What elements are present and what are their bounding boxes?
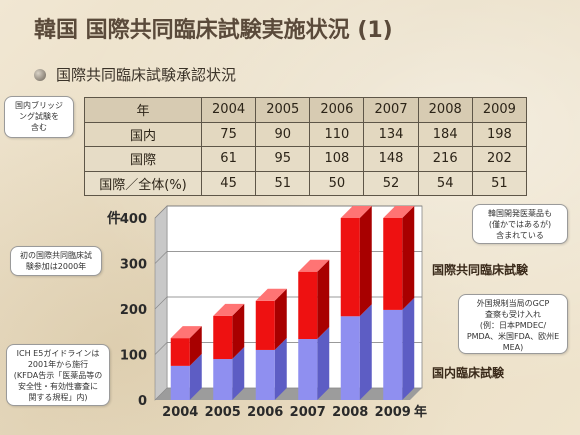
table-cell: 148 <box>363 146 419 172</box>
table-cell: 75 <box>200 121 257 147</box>
bar-top <box>298 259 330 272</box>
table-row-international: 国際 61 95 108 148 216 202 <box>84 146 528 172</box>
table-year-cell: 2004 <box>200 97 257 123</box>
bar-international <box>213 315 233 360</box>
gridline-diag <box>154 251 168 264</box>
bar-side <box>317 259 330 340</box>
approval-table: 年 2004 2005 2006 2007 2008 2009 国内 75 90… <box>84 97 528 196</box>
bar-international <box>298 271 318 340</box>
bar-top <box>383 206 415 218</box>
bar-side <box>232 303 245 360</box>
bar-domestic <box>340 316 360 400</box>
table-header-row: 年 2004 2005 2006 2007 2008 2009 <box>84 97 528 123</box>
x-axis-label: 年 <box>414 404 427 420</box>
table-year-cell: 2007 <box>363 97 419 123</box>
bar-top <box>213 303 245 316</box>
bar-international <box>170 338 190 366</box>
table-cell: 61 <box>200 146 257 172</box>
callout-ich-e5: ICH E5ガイドラインは 2001年から施行 (KFDA告示「医薬品等の 安全… <box>6 344 110 406</box>
y-axis-label: 件 <box>107 210 121 227</box>
bar-top <box>255 288 287 301</box>
x-tick-label: 2009 <box>375 405 411 420</box>
table-header-year: 年 <box>84 97 202 123</box>
table-year-cell: 2008 <box>417 97 473 123</box>
y-tick-label: 0 <box>138 394 147 409</box>
bar-side <box>274 288 287 350</box>
table-cell: 198 <box>471 121 528 147</box>
bar-domestic <box>213 359 233 400</box>
bar-domestic <box>298 339 318 400</box>
table-cell: 110 <box>309 121 365 147</box>
legend-domestic: 国内臨床試験 <box>432 366 505 380</box>
callout-first-participation: 初の国際共同臨床試 験参加は2000年 <box>10 246 102 276</box>
subtitle: 国際共同臨床試験承認状況 <box>56 66 237 84</box>
gridline-diag <box>154 342 168 355</box>
callout-gcp-inspection: 外国規制当局のGCP 査察も受け入れ (例：日本PMDEC/ PMDA、米国FD… <box>458 294 568 354</box>
table-year-cell: 2006 <box>309 97 365 123</box>
legend-international: 国際共同臨床試験 <box>432 263 529 277</box>
page-title: 韓国 国際共同臨床試験実施状況 (1) <box>34 18 393 43</box>
bar-international <box>340 218 360 317</box>
bar-international <box>255 300 275 350</box>
x-tick-label: 2007 <box>290 405 326 420</box>
x-tick-label: 2004 <box>162 405 198 420</box>
table-year-cell: 2005 <box>255 97 311 123</box>
bar-side <box>189 326 202 366</box>
y-tick-label: 300 <box>120 258 147 273</box>
x-tick-label: 2005 <box>205 405 241 420</box>
bar-domestic <box>170 365 190 400</box>
table-cell: 90 <box>255 121 311 147</box>
bar-side <box>359 206 372 317</box>
table-cell: 45 <box>200 170 257 196</box>
bar-top <box>170 326 202 339</box>
table-cell: 134 <box>363 121 419 147</box>
callout-bridging: 国内ブリッジ ング試験を 含む <box>4 96 74 138</box>
callout-korean-drugs: 韓国開発医薬品も (僅かではあるが) 含まれている <box>472 204 568 244</box>
table-cell: 52 <box>363 170 419 196</box>
table-row-label: 国際／全体(%) <box>84 170 202 196</box>
gridline-diag <box>154 296 168 310</box>
bullet-icon <box>34 68 46 81</box>
bar-top <box>340 206 372 218</box>
table-row-ratio: 国際／全体(%) 45 51 50 52 54 51 <box>84 170 528 196</box>
bar-international <box>383 218 403 310</box>
bar-domestic <box>383 309 403 400</box>
table-year-cell: 2009 <box>471 97 528 123</box>
bar-side <box>232 347 245 400</box>
table-cell: 184 <box>417 121 473 147</box>
table-row-label: 国際 <box>84 146 202 172</box>
subtitle-row: 国際共同臨床試験承認状況 <box>34 64 236 85</box>
table-cell: 54 <box>417 170 473 196</box>
bar-side <box>402 206 415 310</box>
bar-side <box>189 353 202 400</box>
y-tick-label: 200 <box>120 303 147 318</box>
bar-side <box>359 304 372 400</box>
gridline-diag <box>154 205 168 219</box>
y-tick-label: 100 <box>120 349 147 364</box>
table-cell: 95 <box>255 146 311 172</box>
table-cell: 216 <box>417 146 473 172</box>
table-cell: 51 <box>471 170 528 196</box>
y-tick-label: 400 <box>120 212 147 227</box>
x-tick-label: 2006 <box>247 405 283 420</box>
table-row-label: 国内 <box>84 121 202 147</box>
bar-side <box>274 337 287 400</box>
bar-side <box>402 297 415 400</box>
table-row-domestic: 国内 75 90 110 134 184 198 <box>84 121 528 147</box>
x-tick-label: 2008 <box>332 405 368 420</box>
bar-side <box>317 327 330 400</box>
bar-domestic <box>255 349 275 400</box>
